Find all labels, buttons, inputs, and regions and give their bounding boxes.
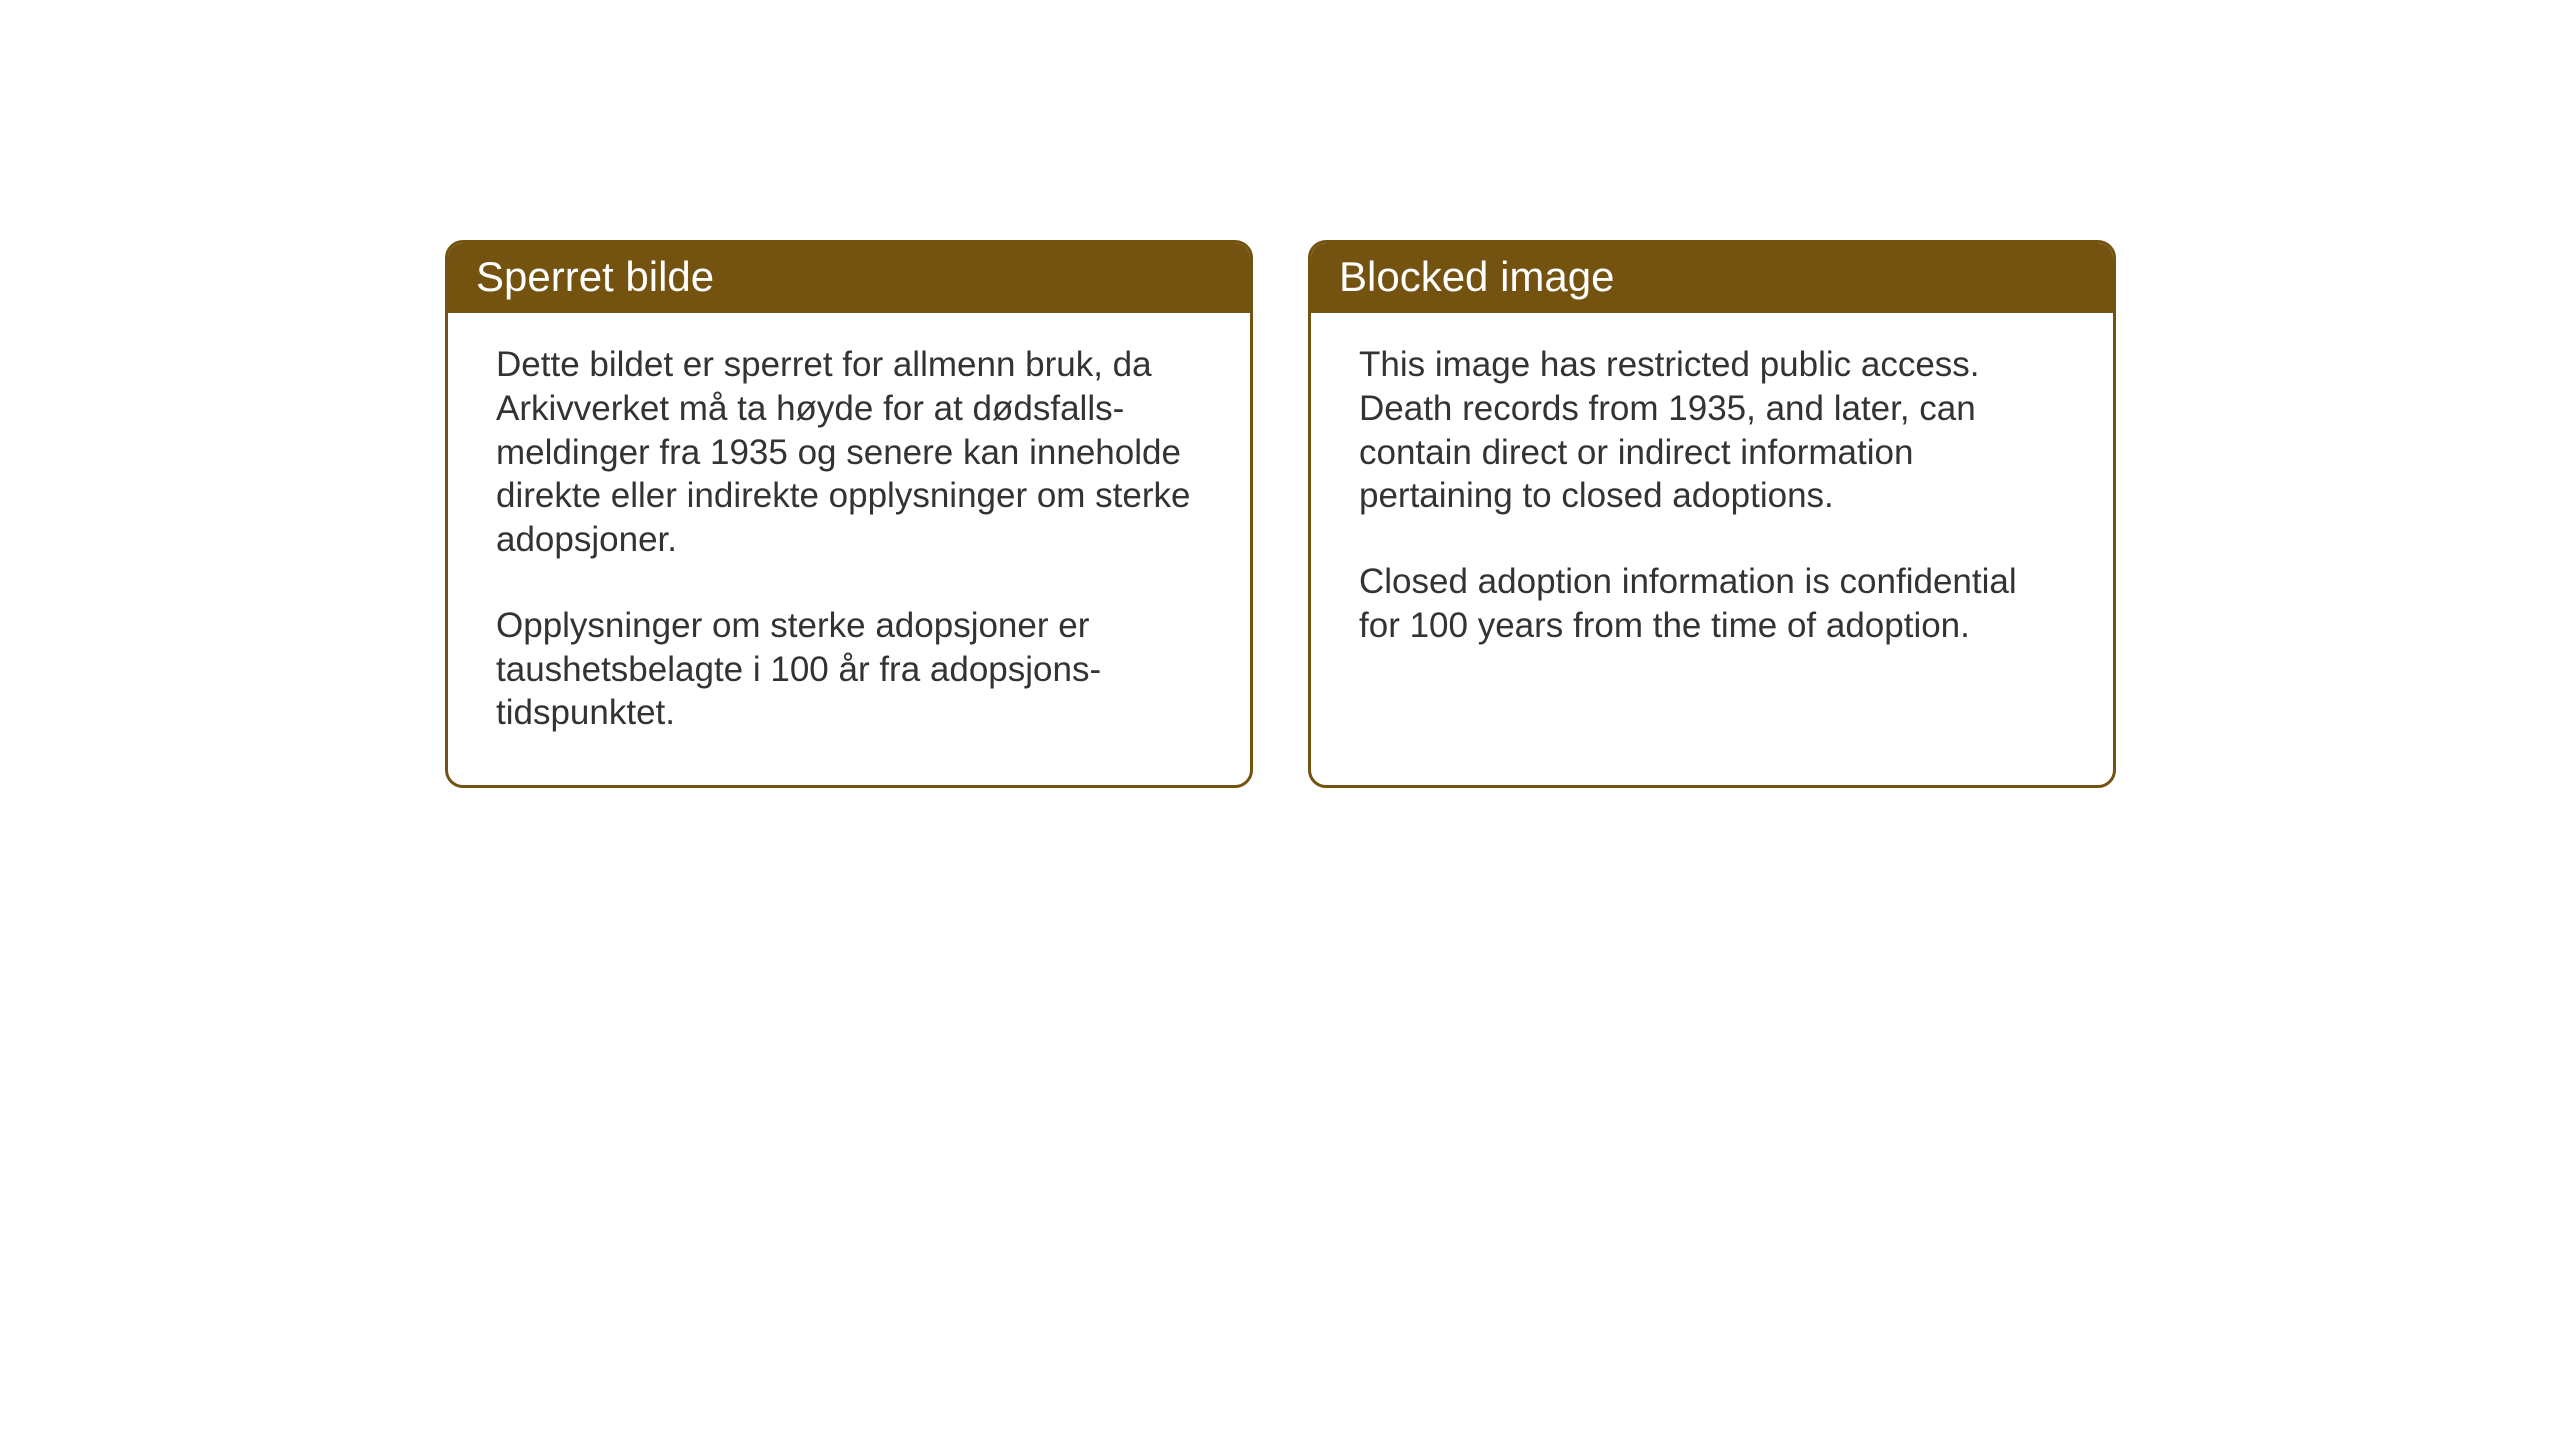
notice-paragraph-2-norwegian: Opplysninger om sterke adopsjoner er tau… (496, 604, 1202, 735)
notice-body-norwegian: Dette bildet er sperret for allmenn bruk… (448, 313, 1250, 785)
notice-paragraph-1-norwegian: Dette bildet er sperret for allmenn bruk… (496, 343, 1202, 562)
notice-title-norwegian: Sperret bilde (476, 253, 714, 300)
notice-card-norwegian: Sperret bilde Dette bildet er sperret fo… (445, 240, 1253, 788)
notice-paragraph-2-english: Closed adoption information is confident… (1359, 560, 2065, 648)
notice-paragraph-1-english: This image has restricted public access.… (1359, 343, 2065, 518)
notice-header-english: Blocked image (1311, 243, 2113, 313)
notice-card-english: Blocked image This image has restricted … (1308, 240, 2116, 788)
notice-title-english: Blocked image (1339, 253, 1614, 300)
notice-container: Sperret bilde Dette bildet er sperret fo… (445, 240, 2116, 788)
notice-header-norwegian: Sperret bilde (448, 243, 1250, 313)
notice-body-english: This image has restricted public access.… (1311, 313, 2113, 698)
